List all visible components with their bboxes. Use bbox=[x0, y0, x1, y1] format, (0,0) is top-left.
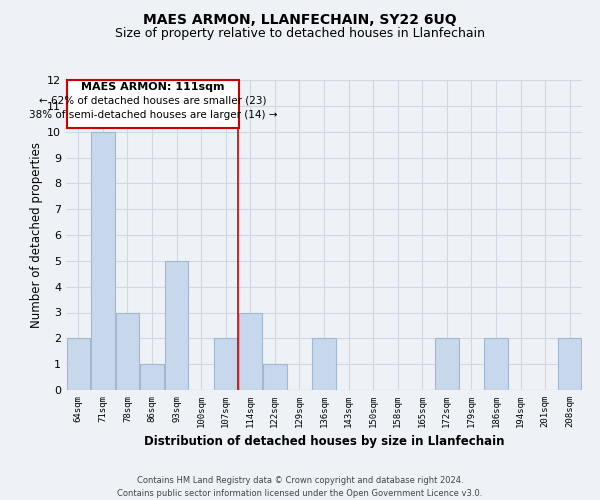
X-axis label: Distribution of detached houses by size in Llanfechain: Distribution of detached houses by size … bbox=[144, 436, 504, 448]
Bar bbox=[313, 338, 335, 390]
Bar bbox=[140, 364, 164, 390]
Bar bbox=[484, 338, 508, 390]
Bar bbox=[214, 338, 238, 390]
Bar bbox=[91, 132, 115, 390]
Bar bbox=[558, 338, 581, 390]
Text: MAES ARMON, LLANFECHAIN, SY22 6UQ: MAES ARMON, LLANFECHAIN, SY22 6UQ bbox=[143, 12, 457, 26]
Y-axis label: Number of detached properties: Number of detached properties bbox=[30, 142, 43, 328]
Text: 38% of semi-detached houses are larger (14) →: 38% of semi-detached houses are larger (… bbox=[29, 110, 277, 120]
Bar bbox=[67, 338, 90, 390]
Text: ← 62% of detached houses are smaller (23): ← 62% of detached houses are smaller (23… bbox=[40, 96, 267, 106]
Bar bbox=[435, 338, 458, 390]
Text: Size of property relative to detached houses in Llanfechain: Size of property relative to detached ho… bbox=[115, 28, 485, 40]
Bar bbox=[263, 364, 287, 390]
Text: MAES ARMON: 111sqm: MAES ARMON: 111sqm bbox=[82, 82, 225, 92]
Text: Contains HM Land Registry data © Crown copyright and database right 2024.
Contai: Contains HM Land Registry data © Crown c… bbox=[118, 476, 482, 498]
Bar bbox=[116, 312, 139, 390]
Bar bbox=[165, 261, 188, 390]
Bar bbox=[239, 312, 262, 390]
